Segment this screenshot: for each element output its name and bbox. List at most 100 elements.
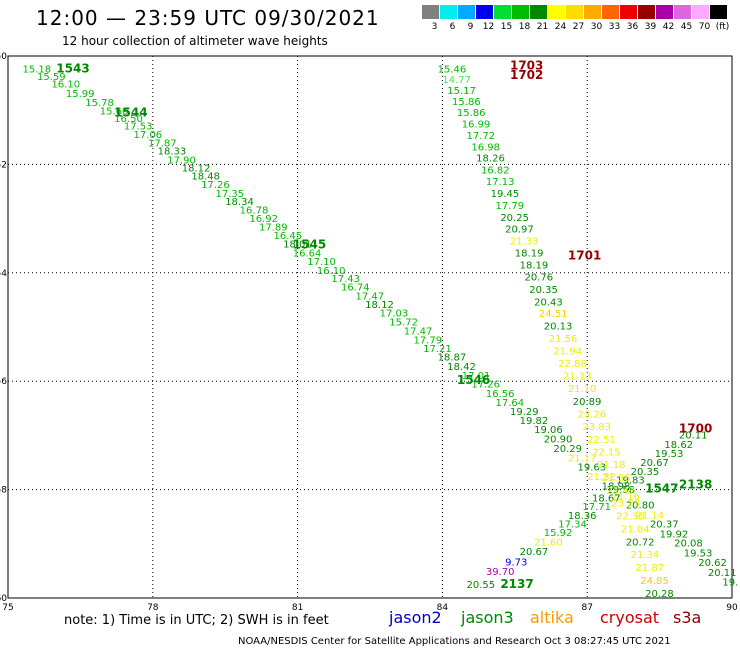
swh-value-label: 20.29 [553, 444, 582, 455]
swh-value-label: 20.97 [505, 225, 534, 236]
chart-title: 12:00 — 23:59 UTC 09/30/2021 [36, 6, 380, 30]
note-text: note: 1) Time is in UTC; 2) SWH is in fe… [64, 613, 329, 628]
swh-value-label: 18.33 [158, 147, 187, 158]
swh-value-label: 18.62 [664, 440, 693, 451]
scale-swatch [584, 5, 601, 19]
swh-value-label: 20.08 [674, 539, 703, 550]
swh-value-label: 17.34 [558, 520, 587, 531]
swh-value-label: 17.47 [404, 327, 433, 338]
scale-swatch [512, 5, 529, 19]
swh-value-label: 17.47 [356, 291, 385, 302]
swh-value-label: 15.72 [389, 317, 418, 328]
x-tick-label: 84 [437, 603, 449, 610]
scale-swatch [602, 5, 619, 19]
pass-time-label: 1544 [114, 106, 147, 120]
swh-value-label: 16.56 [486, 389, 515, 400]
swh-value-label: 16.78 [240, 206, 269, 217]
satellite-jason2: jason2 [389, 608, 442, 627]
swh-value-label: 16.99 [462, 120, 491, 131]
swh-value-label: 18.87 [438, 353, 467, 364]
swh-value-label: 15.92 [544, 528, 573, 539]
x-tick-label: 87 [581, 603, 592, 610]
swh-value-label: 21.87 [635, 563, 664, 574]
swh-value-label: 24.51 [539, 309, 568, 320]
swh-value-label: 15.18 [22, 64, 51, 75]
swh-value-label: 20.11 [708, 568, 737, 579]
swh-value-label: 16.45 [273, 231, 302, 242]
swh-value-label: 15.78 [85, 98, 114, 109]
swh-value-label: 16.82 [481, 166, 510, 177]
swh-value-label: 22.15 [592, 447, 621, 458]
satellite-altika: altika [530, 608, 574, 627]
scale-label: 45 [680, 22, 693, 32]
swh-value-label: 15.60 [100, 107, 129, 118]
swh-value-label: 14.77 [442, 75, 471, 86]
swh-value-label: 17.35 [216, 189, 245, 200]
swh-value-label: 17.43 [331, 274, 360, 285]
satellite-s3a: s3a [673, 608, 702, 627]
swh-value-label: 19.58 [607, 485, 636, 496]
scale-label: 18 [518, 22, 531, 32]
swh-value-label: 21.47 [607, 486, 636, 497]
swh-value-label: 17.89 [259, 223, 288, 234]
scale-label: 24 [554, 22, 567, 32]
swh-value-label: 17.10 [307, 257, 336, 268]
swh-value-label: 20.72 [626, 537, 655, 548]
chart-subtitle: 12 hour collection of altimeter wave hei… [62, 34, 328, 48]
swh-value-label: 21.10 [568, 384, 597, 395]
plot-frame [7, 55, 733, 599]
satellite-cryosat: cryosat [600, 608, 660, 627]
swh-value-label: 19.29 [510, 407, 539, 418]
scale-label: 6 [449, 22, 456, 32]
scale-swatch [710, 5, 727, 19]
swh-value-label: 15.59 [37, 72, 66, 83]
swh-value-label: 18.48 [191, 172, 220, 183]
swh-value-label: 24.85 [640, 576, 669, 587]
y-tick-label: -58 [0, 486, 7, 496]
swh-value-label: 21.14 [635, 510, 664, 521]
swh-value-label: 21.33 [510, 237, 539, 248]
scale-swatch [458, 5, 475, 19]
scale-swatch [494, 5, 511, 19]
swh-value-label: 16.92 [249, 214, 278, 225]
swh-value-label: 18.67 [592, 494, 621, 505]
pass-time-label: 1545 [293, 237, 326, 251]
swh-value-label: 22.38 [616, 511, 645, 522]
swh-value-label: 20.55 [467, 580, 496, 591]
swh-value-label: 19.53 [655, 449, 684, 460]
swh-value-label: 17.72 [467, 131, 496, 142]
y-tick-label: -54 [0, 269, 7, 279]
swh-value-label: 19.06 [534, 425, 563, 436]
swh-value-label: 19.83 [616, 476, 645, 487]
swh-value-label: 20.11 [679, 431, 708, 442]
scale-swatch [548, 5, 565, 19]
swh-value-label: 20.67 [640, 458, 669, 469]
swh-value-label: 19.82 [520, 416, 549, 427]
pass-time-label: 1700 [679, 422, 712, 436]
swh-value-label: 18.12 [365, 300, 394, 311]
swh-value-label: 18.98 [602, 482, 631, 493]
swh-value-label: 16.98 [471, 142, 500, 153]
swh-value-label: 22.51 [587, 435, 616, 446]
swh-value-label: 16.64 [293, 249, 322, 260]
scale-label: 70 [698, 22, 711, 32]
scale-label: 33 [608, 22, 621, 32]
swh-value-label: 20.37 [650, 520, 679, 531]
swh-value-label: 21.18 [597, 460, 626, 471]
x-tick-label: 78 [147, 603, 159, 610]
pass-time-label: 1702 [510, 68, 543, 82]
swh-value-label: 21.60 [534, 537, 563, 548]
swh-value-label: 22.88 [558, 359, 587, 370]
swh-value-label: 15.86 [452, 97, 481, 108]
altimeter-plot: 75 78 81 84 87 90 -50 -52 -54 -56 -58 -60 15.1815.59… [0, 52, 738, 610]
scale-label: 21 [536, 22, 549, 32]
swh-value-label: 17.90 [167, 155, 196, 166]
y-tick-label: -56 [0, 377, 7, 387]
swh-value-label: 20.35 [631, 467, 660, 478]
scale-swatch [476, 5, 493, 19]
scale-swatch [638, 5, 655, 19]
swh-value-label: 16.50 [114, 114, 143, 125]
swh-value-label: 20.13 [544, 322, 573, 333]
pass-time-label: 1547 [645, 481, 678, 495]
swh-value-label: 17.06 [133, 130, 162, 141]
